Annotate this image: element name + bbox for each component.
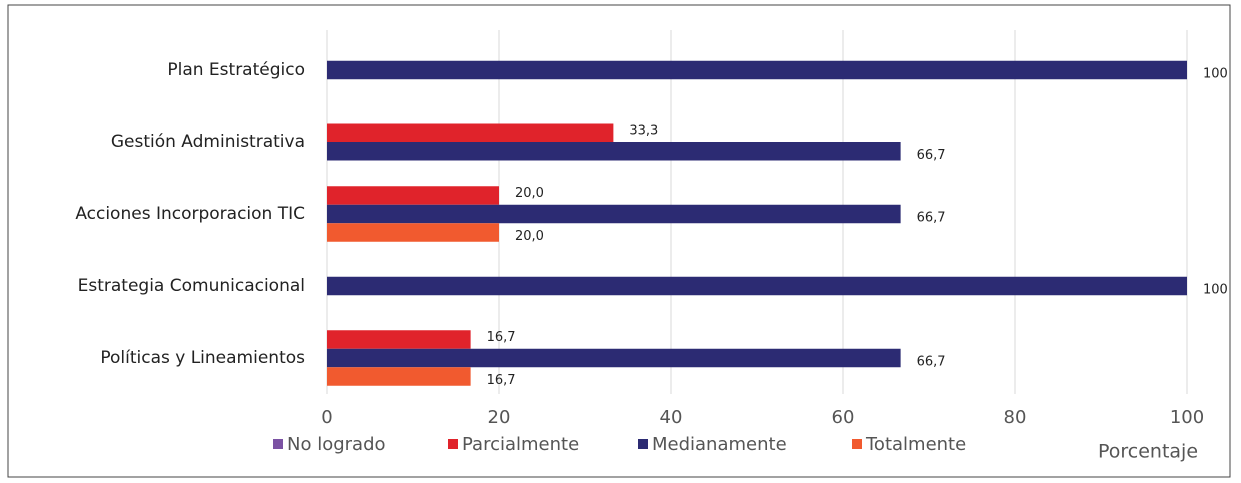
- x-tick-label: 20: [488, 407, 511, 428]
- data-label: 20,0: [515, 229, 544, 244]
- legend-label: Parcialmente: [462, 434, 579, 455]
- legend-swatch: [852, 439, 862, 449]
- bar: [327, 142, 901, 161]
- x-tick-label: 40: [660, 407, 683, 428]
- bar: [327, 60, 1187, 80]
- chart-frame: [7, 4, 1231, 478]
- data-label: 20,0: [515, 186, 544, 201]
- y-tick-label: Plan Estratégico: [167, 60, 305, 80]
- y-tick-label: Gestión Administrativa: [111, 132, 305, 152]
- data-label: 100: [1203, 283, 1228, 298]
- x-tick-label: 100: [1170, 407, 1204, 428]
- bar: [327, 223, 499, 242]
- data-label: 16,7: [487, 373, 516, 388]
- y-tick-label: Estrategia Comunicacional: [78, 276, 305, 296]
- bar: [327, 330, 471, 349]
- y-tick-label: Políticas y Lineamientos: [100, 348, 305, 368]
- legend-swatch: [448, 439, 458, 449]
- y-tick-label: Acciones Incorporacion TIC: [75, 204, 305, 224]
- legend-label: Totalmente: [865, 434, 966, 455]
- data-label: 100: [1203, 67, 1228, 82]
- legend-label: No logrado: [287, 434, 386, 455]
- data-label: 16,7: [487, 330, 516, 345]
- bar: [327, 123, 614, 142]
- x-axis-label: Porcentaje: [1098, 441, 1198, 463]
- data-label: 33,3: [629, 123, 658, 138]
- bar: [327, 276, 1187, 296]
- bar: [327, 348, 901, 368]
- bar: [327, 186, 499, 205]
- x-tick-label: 80: [1004, 407, 1027, 428]
- data-label: 66,7: [917, 355, 946, 370]
- bar: [327, 367, 471, 386]
- x-tick-label: 0: [321, 407, 332, 428]
- legend-swatch: [638, 439, 648, 449]
- x-tick-label: 60: [832, 407, 855, 428]
- legend-swatch: [273, 439, 283, 449]
- data-label: 66,7: [917, 211, 946, 226]
- legend-label: Medianamente: [652, 434, 787, 455]
- bar: [327, 204, 901, 224]
- data-label: 66,7: [917, 148, 946, 163]
